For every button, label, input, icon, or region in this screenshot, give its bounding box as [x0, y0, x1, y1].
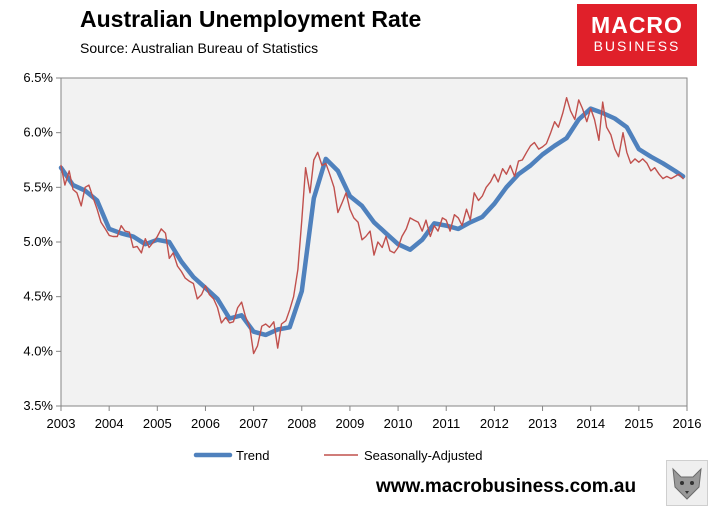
x-tick-label: 2007 [239, 416, 268, 431]
legend-label-seasonally-adjusted: Seasonally-Adjusted [364, 448, 483, 463]
series-line-trend [58, 106, 686, 338]
x-tick-label: 2016 [673, 416, 702, 431]
series-line-seasonally-adjusted [60, 97, 684, 355]
y-tick-label: 5.5% [23, 179, 53, 194]
logo-line-1: MACRO [591, 12, 683, 38]
y-tick-label: 4.0% [23, 343, 53, 358]
y-tick-label: 3.5% [23, 398, 53, 413]
y-tick-label: 6.5% [23, 70, 53, 85]
website-url: www.macrobusiness.com.au [376, 476, 637, 497]
y-axis: 3.5% 4.0% 4.5% 5.0% 5.5% 6.0% 6.5% [23, 70, 61, 413]
x-axis: 2003 2004 2005 2006 2007 2008 2009 2010 2011 2012… [47, 406, 702, 431]
x-tick-label: 2009 [335, 416, 364, 431]
x-tick-label: 2015 [624, 416, 653, 431]
macrobusiness-logo: MACRO BUSINESS [577, 4, 697, 66]
x-tick-label: 2011 [432, 416, 460, 431]
logo-line-2: BUSINESS [593, 38, 681, 54]
x-tick-label: 2006 [191, 416, 220, 431]
x-tick-label: 2003 [47, 416, 76, 431]
x-tick-label: 2005 [143, 416, 172, 431]
x-tick-label: 2008 [287, 416, 316, 431]
legend: Trend Seasonally-Adjusted [193, 448, 483, 463]
y-tick-label: 6.0% [23, 125, 53, 140]
wolf-mascot-icon [666, 460, 708, 506]
series-layer [58, 97, 686, 355]
x-tick-label: 2014 [576, 416, 605, 431]
x-tick-label: 2010 [384, 416, 413, 431]
legend-label-trend: Trend [236, 448, 269, 463]
y-tick-label: 4.5% [23, 289, 53, 304]
y-tick-label: 5.0% [23, 234, 53, 249]
x-tick-label: 2013 [528, 416, 557, 431]
x-tick-label: 2004 [95, 416, 124, 431]
chart-title: Australian Unemployment Rate [80, 6, 422, 32]
x-tick-label: 2012 [480, 416, 509, 431]
chart-subtitle: Source: Australian Bureau of Statistics [80, 40, 319, 56]
